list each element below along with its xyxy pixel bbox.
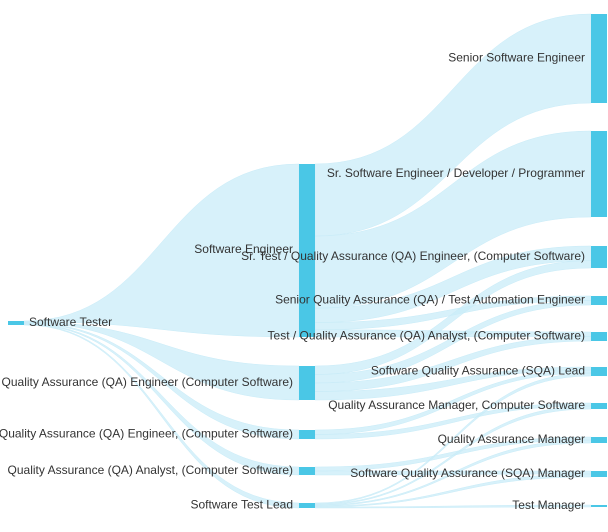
node-label-st: Software Tester bbox=[29, 315, 112, 329]
link-qae-tqaa bbox=[314, 336, 592, 392]
node-qae bbox=[299, 366, 315, 400]
node-label-sqata: Senior Quality Assurance (QA) / Test Aut… bbox=[275, 293, 585, 307]
node-label-qaa: Quality Assurance (QA) Analyst, (Compute… bbox=[8, 463, 293, 477]
node-qam bbox=[591, 437, 607, 443]
node-label-stl: Software Test Lead bbox=[190, 498, 293, 512]
node-tm bbox=[591, 505, 607, 507]
node-ssed bbox=[591, 131, 607, 217]
node-qaa bbox=[299, 467, 315, 475]
node-label-tm: Test Manager bbox=[512, 498, 585, 512]
node-label-se: Software Engineer bbox=[194, 242, 293, 256]
node-label-qae2: Quality Assurance (QA) Engineer, (Comput… bbox=[0, 427, 293, 441]
node-label-qae: Quality Assurance (QA) Engineer (Compute… bbox=[2, 375, 293, 389]
node-qamcs bbox=[591, 403, 607, 409]
node-label-sqal: Software Quality Assurance (SQA) Lead bbox=[371, 364, 585, 378]
sankey-nodes bbox=[8, 14, 607, 508]
node-sqata bbox=[591, 296, 607, 305]
node-label-sqam: Software Quality Assurance (SQA) Manager bbox=[350, 466, 585, 480]
node-label-ssed: Sr. Software Engineer / Developer / Prog… bbox=[327, 166, 585, 180]
node-label-srqa: Sr. Test / Quality Assurance (QA) Engine… bbox=[241, 249, 585, 263]
node-label-qam: Quality Assurance Manager bbox=[438, 432, 585, 446]
link-st-qae bbox=[23, 321, 300, 401]
node-sqam bbox=[591, 471, 607, 477]
sankey-labels: Software Tester Software Engineer Quality … bbox=[0, 51, 585, 513]
node-srqa bbox=[591, 246, 607, 268]
node-label-sse: Senior Software Engineer bbox=[448, 51, 585, 65]
node-label-tqaa: Test / Quality Assurance (QA) Analyst, (… bbox=[268, 329, 585, 343]
node-sse bbox=[591, 14, 607, 103]
node-qae2 bbox=[299, 430, 315, 439]
node-st bbox=[8, 321, 24, 325]
node-stl bbox=[299, 503, 315, 508]
node-se bbox=[299, 164, 315, 337]
node-label-qamcs: Quality Assurance Manager, Computer Soft… bbox=[328, 398, 585, 412]
node-sqal bbox=[591, 367, 607, 376]
link-st-se bbox=[23, 163, 300, 338]
node-tqaa bbox=[591, 332, 607, 341]
